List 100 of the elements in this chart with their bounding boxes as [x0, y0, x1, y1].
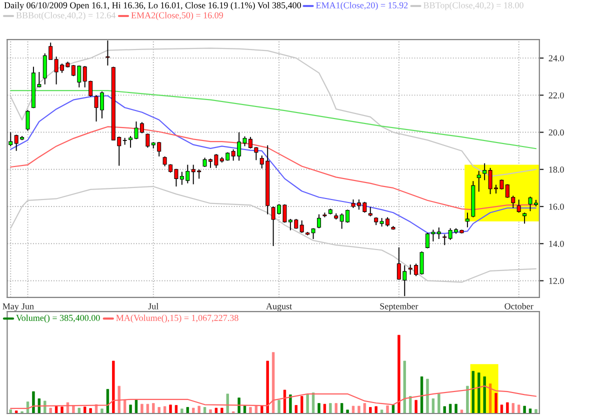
bar	[294, 405, 298, 414]
bar	[448, 404, 452, 414]
bar	[443, 406, 446, 414]
legend-label: EMA1(Close,20) = 15.92	[316, 2, 408, 10]
x-tick-label: Jul	[148, 302, 158, 310]
bar	[254, 405, 258, 414]
x-tick-label: August	[266, 303, 292, 312]
bar	[517, 404, 520, 414]
bar	[152, 403, 155, 414]
bar	[14, 410, 18, 414]
bar	[306, 394, 309, 414]
bar	[300, 396, 304, 414]
bar	[408, 396, 412, 414]
bar	[146, 404, 150, 414]
bar	[392, 404, 395, 414]
bar	[363, 403, 366, 414]
bar	[483, 376, 486, 414]
bar	[478, 372, 480, 414]
candlestick	[162, 156, 167, 167]
y-tick-label: 16.0	[549, 204, 564, 210]
bar	[500, 404, 504, 414]
bar	[192, 408, 195, 414]
x-tick-label: September	[380, 302, 418, 312]
bar	[340, 403, 344, 414]
bar	[78, 408, 80, 414]
legend-label: EMA2(Close,50) = 16.09	[131, 12, 223, 20]
chart-title: Daily 06/10/2009 Open 16.1, Hi 16.36, Lo 16.01, Close 16.19 (1.1%) Vol 385,400	[4, 2, 301, 10]
bar	[89, 408, 92, 414]
line-series	[10, 90, 537, 150]
line-series	[10, 186, 537, 283]
bar	[278, 400, 280, 414]
x-tick-label: October	[504, 302, 534, 310]
bar	[198, 406, 200, 414]
bar	[523, 406, 526, 414]
candlestick	[146, 133, 150, 148]
bar	[129, 404, 132, 414]
candlestick	[368, 206, 372, 217]
bar	[226, 394, 229, 414]
candlestick	[8, 132, 13, 147]
bar	[266, 360, 269, 414]
bar	[106, 388, 110, 414]
bar	[209, 409, 212, 414]
bar	[398, 334, 400, 414]
bar	[318, 403, 320, 414]
bar	[466, 386, 469, 414]
bar	[60, 406, 64, 414]
bar	[289, 394, 292, 414]
candlestick	[476, 170, 481, 192]
bar	[180, 408, 184, 414]
candlestick	[516, 199, 521, 214]
bar	[506, 402, 509, 414]
candlestick	[442, 234, 447, 246]
legend-label: MA(Volume(),15) = 1,067,227.38	[116, 314, 238, 323]
bar	[140, 404, 144, 414]
bar	[220, 408, 224, 414]
bar	[186, 407, 189, 414]
bar	[426, 378, 429, 414]
bar	[158, 407, 160, 414]
bar	[534, 409, 538, 414]
bar	[386, 405, 389, 414]
bar	[238, 398, 240, 414]
candlestick	[26, 110, 30, 132]
bar	[163, 406, 166, 414]
y-tick-label: 20.0	[548, 129, 564, 136]
candlestick	[436, 227, 441, 240]
bar	[272, 352, 275, 414]
bar	[438, 394, 440, 414]
candlestick	[300, 220, 304, 234]
bar	[249, 407, 252, 414]
candlestick	[106, 40, 110, 66]
bar	[358, 406, 360, 414]
bar	[380, 410, 384, 414]
bar	[9, 409, 12, 414]
bar	[346, 410, 349, 414]
bar	[118, 386, 120, 414]
candlestick	[522, 212, 527, 224]
bar	[352, 406, 355, 414]
bar	[214, 408, 218, 414]
bar	[494, 392, 498, 414]
legend-label: Volume() = 385,400.00	[16, 314, 100, 323]
bar	[414, 400, 418, 414]
y-tick-label: 22.0	[548, 92, 564, 98]
candlestick	[316, 214, 321, 229]
bar	[369, 407, 372, 414]
bar	[488, 384, 492, 414]
bar	[38, 398, 41, 414]
bar	[100, 408, 104, 414]
bar	[123, 400, 126, 414]
bar	[54, 406, 58, 414]
y-tick-label: 24.0	[548, 55, 564, 62]
bar	[44, 400, 46, 414]
bar	[454, 404, 458, 414]
bar	[32, 391, 35, 414]
bar	[374, 406, 378, 414]
bar	[49, 408, 52, 414]
y-tick-label: 18.0	[549, 166, 564, 173]
bar	[84, 406, 86, 414]
x-tick-label: Jun	[22, 303, 34, 310]
bar	[432, 398, 435, 414]
line-series	[10, 126, 537, 210]
